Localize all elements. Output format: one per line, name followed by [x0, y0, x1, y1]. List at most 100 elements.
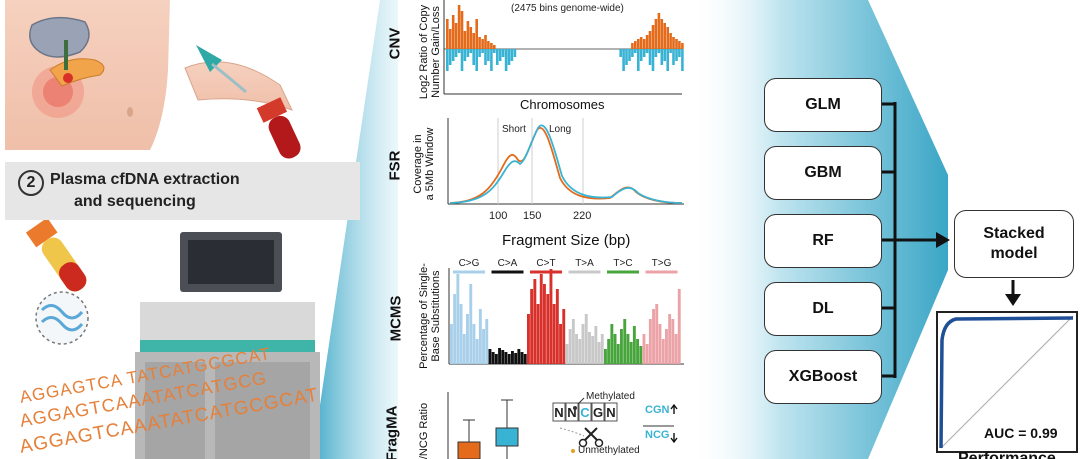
cnv-loss-bar [466, 49, 470, 57]
model-dl: DL [764, 282, 882, 336]
mcms-bar [494, 354, 498, 364]
cnv-gain-bar [678, 41, 681, 49]
mcms-bar [462, 334, 466, 364]
mcms-bar [527, 314, 530, 364]
cnv-xlabel: Chromosomes [520, 97, 605, 112]
cnv-gain-bar [631, 43, 634, 49]
mcms-bar [642, 334, 646, 364]
cnv-gain-bar [654, 19, 658, 49]
mcms-bar [491, 352, 495, 364]
cnv-loss-bar [625, 49, 628, 65]
mcms-bar [520, 352, 524, 364]
mcms-category-label: T>C [613, 258, 632, 269]
step2-title-line1: Plasma cfDNA extraction [50, 171, 240, 188]
cnv-gain-bar [466, 21, 470, 49]
cnv-ylabel: Log2 Ratio of Copy Number Gain/Loss [418, 0, 442, 107]
step2-number: 2 [18, 170, 44, 196]
mcms-bar [549, 269, 553, 364]
patient-illustration [5, 0, 301, 159]
arrow-down-large-icon [1005, 294, 1021, 306]
cnv-gain-bar [648, 31, 652, 49]
arrow-right-icon [936, 232, 950, 248]
mcms-bar [530, 289, 534, 364]
cnv-gain-bar [472, 33, 475, 49]
sequencer-illustration [135, 232, 320, 459]
mcms-bar [674, 334, 678, 364]
mcms-bar [482, 329, 485, 364]
mcms-bar [648, 319, 652, 364]
cnv-loss-bar [678, 49, 681, 57]
model-xgboost: XGBoost [764, 350, 882, 404]
cnv-gain-bar [493, 45, 496, 49]
model-rf: RF [764, 214, 882, 268]
fragma-ncg-label: NCG [645, 429, 670, 441]
motif-letter: G [593, 405, 603, 420]
cnv-loss-bar [454, 49, 458, 57]
mcms-category-label: C>G [459, 258, 480, 269]
cnv-loss-bar [460, 49, 464, 71]
performance-label: Performance [958, 450, 1056, 459]
mcms-bar [559, 324, 562, 364]
cnv-gain-bar [651, 25, 655, 49]
cnv-loss-bar [631, 49, 634, 57]
mcms-bar [523, 354, 527, 364]
motif-letter: C [580, 405, 590, 420]
cnv-gain-bar [645, 35, 649, 49]
cnv-gain-bar [478, 37, 481, 49]
cnv-loss-bar [622, 49, 625, 71]
mcms-bar [475, 339, 479, 364]
mcms-bar [591, 336, 595, 364]
motif-box [552, 402, 566, 422]
mcms-bar [597, 342, 601, 364]
mcms-bar [469, 284, 473, 364]
mcms-bar [616, 344, 620, 364]
mcms-ylabel: Percentage of Single- Base Substitutions [418, 256, 442, 376]
cnv-gain-bar [642, 39, 646, 49]
cnv-gain-bar [475, 19, 478, 49]
cnv-loss-bar [507, 49, 511, 65]
arrow-down-icon [670, 433, 678, 444]
fsr-curve-teal [449, 124, 683, 204]
motif-letter: N [606, 405, 615, 420]
mcms-category-label: T>G [652, 258, 672, 269]
cnv-loss-bar [513, 49, 517, 57]
mcms-bar [661, 339, 665, 364]
fragma-unmethylated-label: Unmethylated [578, 445, 640, 456]
cnv-loss-bar [669, 49, 672, 53]
cnv-loss-bar [651, 49, 655, 71]
model-bracket [880, 102, 950, 378]
cnv-gain-bar [463, 31, 467, 49]
cnv-gain-bar [639, 37, 643, 49]
cnv-gain-bar [457, 5, 461, 49]
motif-letter: N [554, 405, 563, 420]
cnv-gain-bar [675, 39, 678, 49]
mcms-label: MCMS [387, 295, 405, 342]
fsr-panel [447, 118, 684, 205]
mcms-bar [565, 344, 569, 364]
cnv-loss-bar [642, 49, 646, 57]
mcms-bar [450, 324, 453, 364]
mcms-bar [533, 279, 537, 364]
mcms-bar [536, 304, 540, 364]
mcms-bar [658, 324, 662, 364]
motif-letter: N [567, 405, 576, 420]
motif-box [578, 402, 592, 422]
cnv-gain-bar [490, 43, 493, 49]
cnv-loss-bar [498, 49, 502, 61]
cnv-loss-bar [472, 49, 475, 65]
fsr-tick-100: 100 [489, 210, 508, 222]
cnv-loss-bar [451, 49, 455, 61]
fsr-long-label: Long [549, 124, 572, 135]
cnv-loss-bar [446, 49, 449, 71]
cnv-loss-bar [475, 49, 478, 71]
cnv-loss-bar [628, 49, 631, 61]
cnv-note: (2475 bins genome-wide) [511, 3, 624, 14]
cnv-loss-bar [481, 49, 484, 53]
mcms-bar [652, 309, 655, 364]
mcms-bar [456, 274, 460, 364]
mcms-bar [607, 339, 611, 364]
mcms-bar [498, 348, 501, 364]
mcms-bar [459, 304, 463, 364]
